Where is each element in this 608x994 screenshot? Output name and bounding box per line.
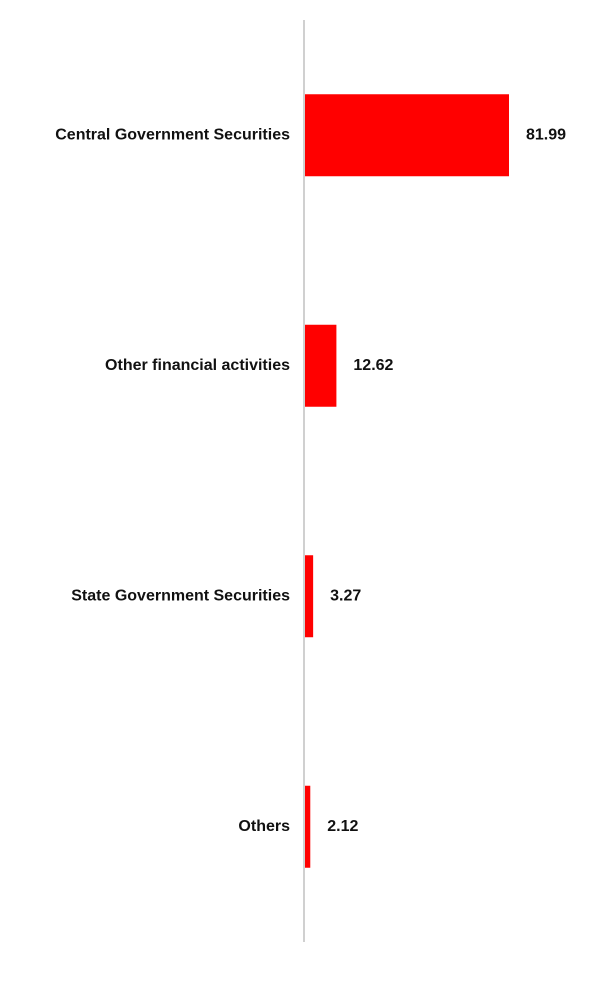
bars-group	[305, 94, 509, 868]
category-labels-group: Central Government Securities Other finan…	[55, 126, 290, 835]
bar	[305, 785, 311, 868]
category-label: State Government Securities	[71, 587, 290, 604]
value-label: 3.27	[330, 587, 361, 604]
bar	[305, 94, 509, 177]
category-label: Other financial activities	[105, 357, 290, 374]
category-label: Central Government Securities	[55, 126, 290, 143]
category-label: Others	[238, 818, 290, 835]
bar	[305, 555, 314, 638]
value-label: 12.62	[353, 357, 393, 374]
bar	[305, 324, 337, 407]
value-label: 2.12	[327, 818, 358, 835]
value-label: 81.99	[526, 126, 566, 143]
value-labels-group: 81.99 12.62 3.27 2.12	[327, 126, 566, 835]
